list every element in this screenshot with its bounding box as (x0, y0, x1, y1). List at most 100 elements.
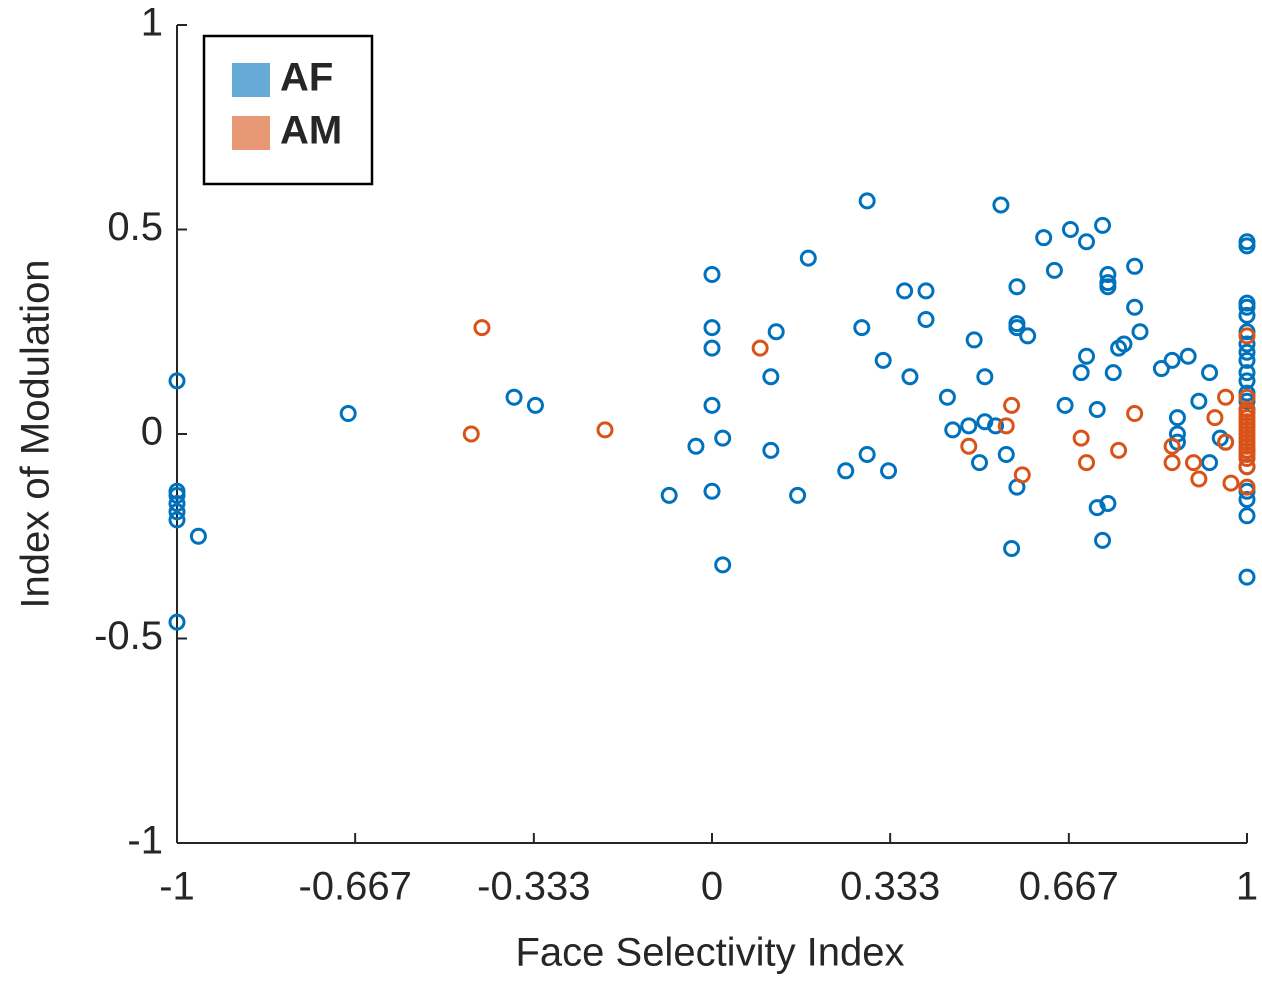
point (703, 396, 721, 414)
point (1099, 278, 1117, 296)
point (1008, 319, 1026, 337)
point (703, 265, 721, 283)
point (1126, 257, 1144, 275)
point (1238, 351, 1256, 369)
point (189, 527, 207, 545)
point (1078, 454, 1095, 472)
point (1126, 298, 1144, 316)
point (1185, 454, 1202, 472)
point (1222, 474, 1240, 492)
x-axis-label: Face Selectivity Index (515, 931, 904, 975)
point (1072, 364, 1090, 382)
point (767, 323, 785, 341)
point (762, 441, 780, 459)
point (1238, 298, 1256, 316)
point (917, 310, 935, 328)
point (960, 437, 978, 455)
point (1163, 454, 1181, 472)
point (168, 486, 186, 504)
x-tick-label: 1 (1236, 865, 1258, 909)
point (1099, 265, 1117, 283)
point (789, 486, 807, 504)
x-tick-label: -0.667 (298, 865, 411, 909)
point (1088, 499, 1106, 517)
legend-label: AM (280, 109, 342, 153)
point (976, 368, 994, 386)
point (168, 613, 186, 631)
point (1003, 540, 1021, 558)
point (874, 351, 892, 369)
point (1056, 396, 1074, 414)
x-tick-label: 0 (701, 865, 723, 909)
point (858, 445, 876, 463)
point (703, 319, 721, 337)
point (944, 421, 962, 439)
point (1013, 466, 1031, 484)
point (1003, 396, 1021, 414)
point (1238, 458, 1256, 476)
point (473, 319, 491, 337)
point (1110, 441, 1128, 459)
x-tick-label: 0.667 (1019, 865, 1119, 909)
point (703, 482, 721, 500)
y-tick-label: 0.5 (107, 205, 163, 249)
point (1008, 278, 1026, 296)
point (1238, 388, 1256, 406)
y-tick-label: 1 (141, 1, 163, 45)
point (1072, 429, 1090, 447)
point (992, 196, 1010, 214)
point (596, 421, 614, 439)
legend-swatch (232, 116, 270, 150)
point (1019, 327, 1037, 345)
point (896, 282, 914, 300)
point (526, 396, 544, 414)
legend-label: AF (280, 56, 333, 100)
point (703, 339, 721, 357)
point (971, 454, 988, 472)
point (853, 319, 871, 337)
point (714, 429, 732, 447)
point (1163, 351, 1181, 369)
point (1168, 409, 1186, 427)
point (880, 462, 898, 480)
y-tick-label: -1 (127, 819, 163, 863)
point (799, 249, 817, 267)
point (1115, 335, 1133, 353)
point (1152, 360, 1170, 378)
point (997, 417, 1015, 435)
point (168, 511, 186, 529)
point (1217, 433, 1235, 451)
point (1088, 400, 1106, 418)
point (1201, 454, 1219, 472)
point (1238, 237, 1256, 255)
point (168, 495, 186, 513)
point (1131, 323, 1149, 341)
point (1238, 450, 1256, 468)
y-axis-label: Index of Modulation (14, 259, 58, 608)
point (965, 331, 983, 349)
point (1190, 392, 1208, 410)
point (1238, 490, 1256, 508)
point (1238, 335, 1256, 353)
point (1238, 343, 1256, 361)
point (1238, 364, 1256, 382)
point (168, 503, 186, 521)
point (987, 417, 1005, 435)
point (762, 368, 780, 386)
point (960, 417, 978, 435)
point (1045, 261, 1063, 279)
point (1201, 364, 1219, 382)
point (837, 462, 855, 480)
point (751, 339, 769, 357)
y-tick-label: -0.5 (94, 614, 163, 658)
point (1179, 347, 1197, 365)
point (714, 556, 732, 574)
point (1094, 531, 1112, 549)
point (1078, 233, 1095, 251)
point (1217, 388, 1235, 406)
point (1238, 568, 1256, 586)
point (1206, 409, 1224, 427)
point (1238, 372, 1256, 390)
point (687, 437, 705, 455)
